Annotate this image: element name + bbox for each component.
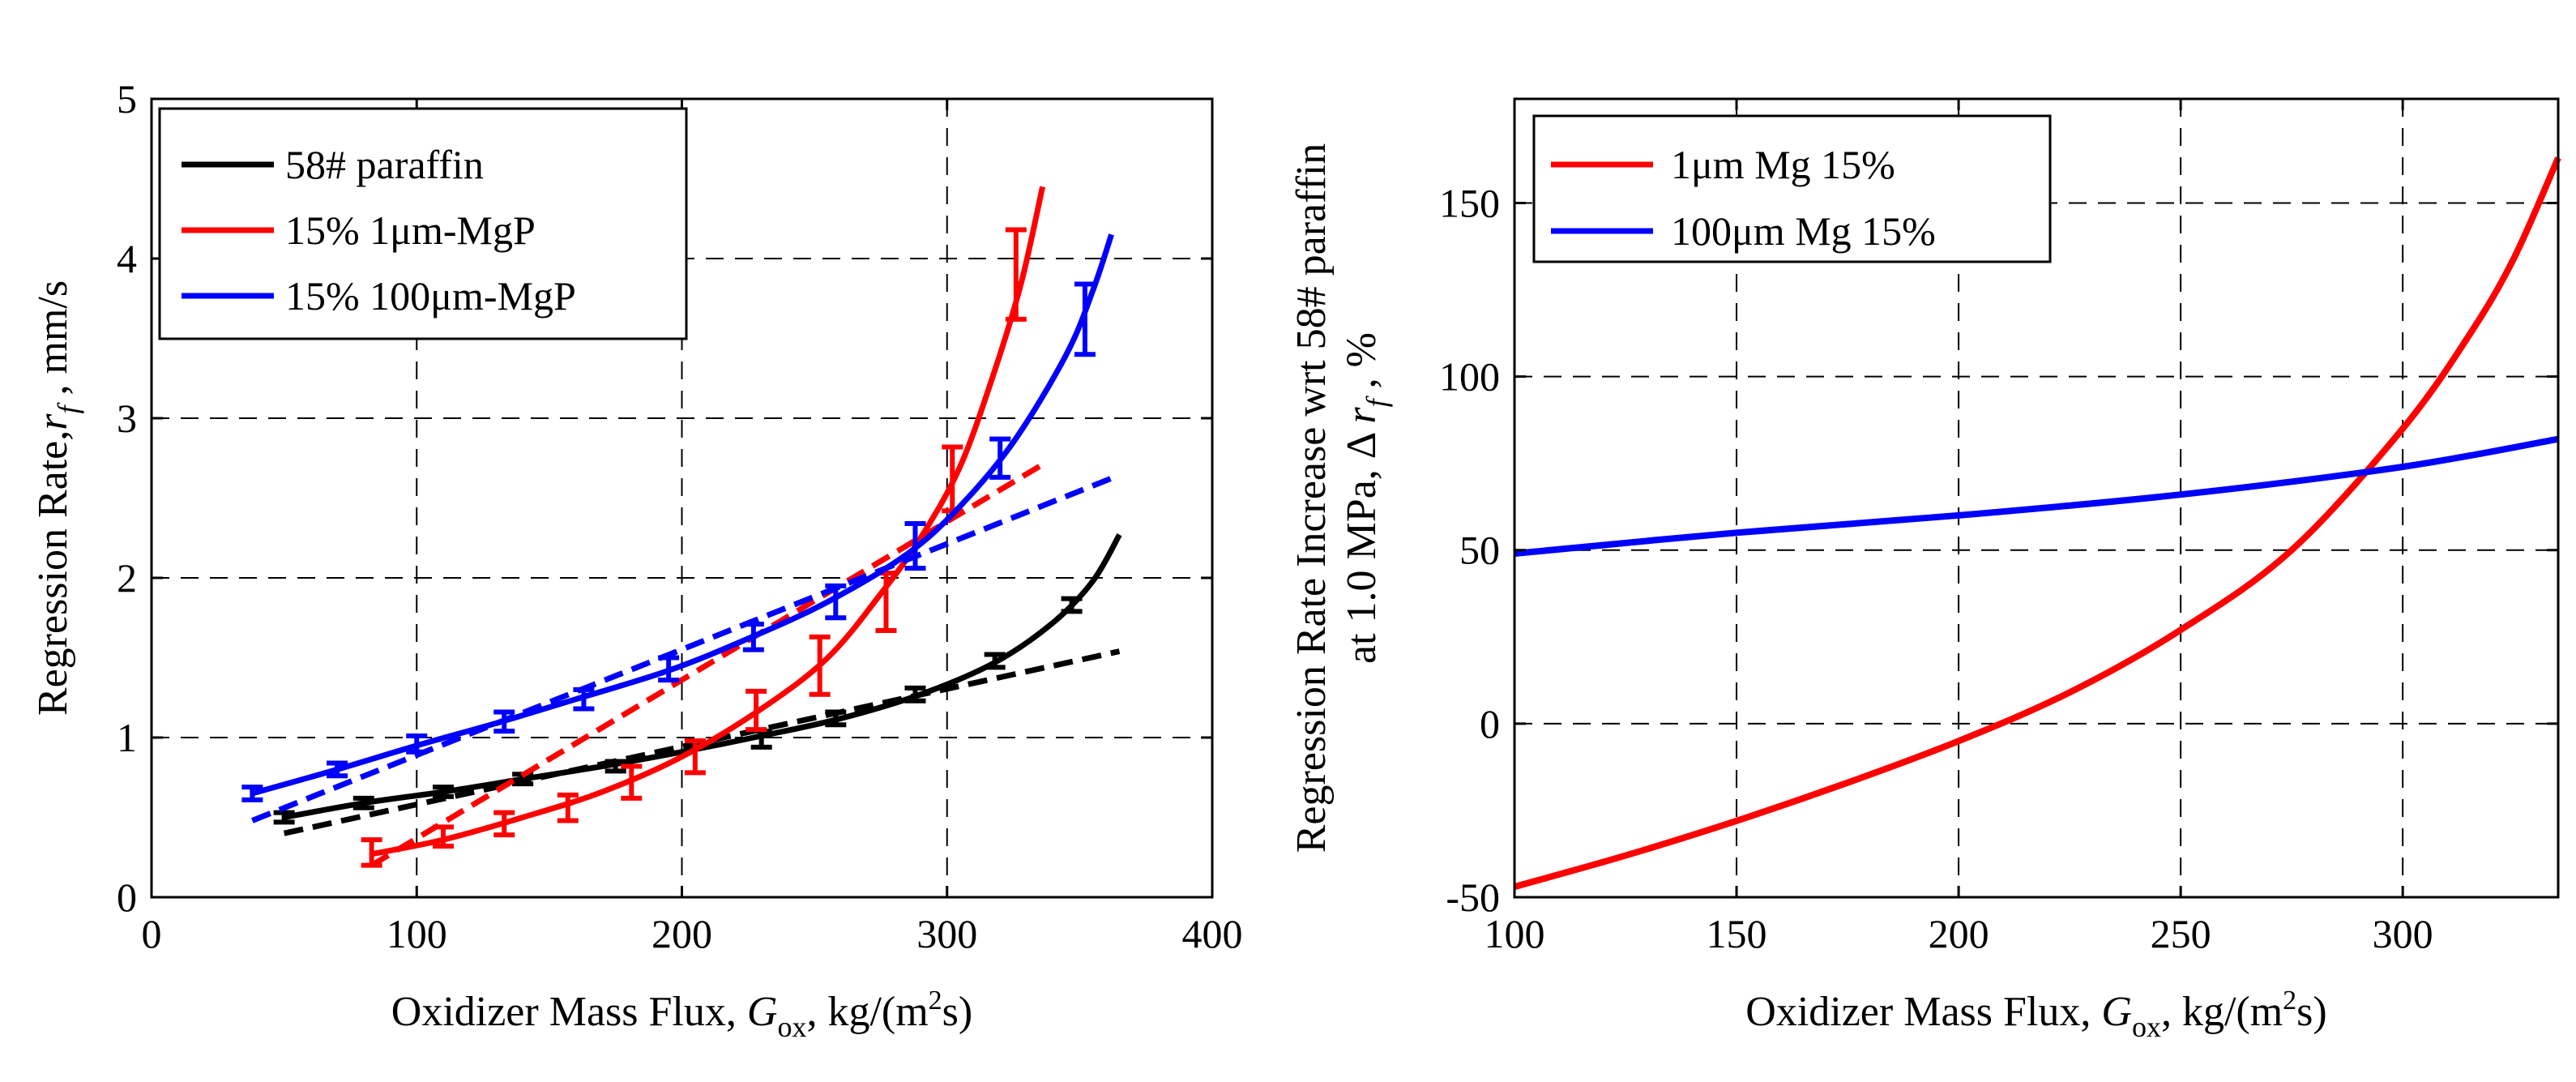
data-point-15-100-m-mgp-2	[406, 733, 428, 755]
curve-15-1-m-mgp	[370, 186, 1046, 857]
left-chart-ticks: 0 100 200 300 400 0 1 2 3 4 5	[117, 76, 1243, 956]
right-chart: 100 150 200 250 300 -50 0 50 100 150 Oxidizer Mas…	[1288, 97, 2561, 1043]
data-point-15-100-m-mgp-1	[327, 760, 348, 779]
x-tick-label-300: 300	[916, 911, 977, 956]
right-chart-legend: 1μm Mg 15% 100μm Mg 15%	[1532, 114, 2052, 263]
y-tick-label-100: 100	[1439, 354, 1500, 400]
data-point-15-1-m-mgp-3	[557, 792, 579, 823]
legend-entry-1um-mg: 1μm Mg 15%	[1671, 142, 1895, 187]
x-tick-label-0: 0	[142, 911, 162, 956]
y-tick-label-4: 4	[117, 236, 137, 281]
data-point-15-100-m-mgp-7	[825, 583, 847, 621]
left-chart-legend: 58# paraffin 15% 1μm-MgP 15% 100μm-MgP	[158, 107, 688, 340]
data-point-58-paraffin-2	[432, 785, 454, 799]
y-tick-label-0: 0	[117, 875, 137, 920]
data-point-15-100-m-mgp-6	[742, 622, 764, 652]
x-tick-label-100: 100	[1485, 911, 1545, 956]
data-point-15-1-m-mgp-2	[493, 810, 515, 838]
curve-15-100-m-mgp	[251, 233, 1114, 797]
data-point-15-100-m-mgp-3	[493, 709, 515, 734]
y-tick-label-1: 1	[117, 715, 137, 760]
left-chart-series	[241, 186, 1122, 868]
x-tick-label-300: 300	[2373, 911, 2433, 956]
data-point-15-1-m-mgp-5	[684, 738, 706, 776]
left-chart: 0 100 200 300 400 0 1 2 3 4 5 Oxidizer Mass Flux, …	[30, 76, 1243, 1043]
left-chart-x-axis-label: Oxidizer Mass Flux, Gox, kg/(m2s)	[391, 986, 972, 1043]
data-point-58-paraffin-8	[984, 652, 1006, 670]
x-tick-label-250: 250	[2151, 911, 2211, 956]
curve-100-m-mg-15	[1514, 435, 2559, 557]
curve-1-m-mg-15	[1513, 156, 2561, 891]
data-point-58-paraffin-4	[604, 759, 626, 774]
data-point-58-paraffin-0	[273, 810, 295, 825]
y-tick-label-2: 2	[117, 555, 137, 601]
right-chart-y-axis-label-line1: Regression Rate Increase wrt 58# paraffi…	[1288, 143, 1335, 853]
y-tick-label-50: 50	[1459, 528, 1500, 573]
left-chart-y-axis-label: Regression Rate,rf , mm/s	[30, 280, 84, 716]
fit-line-15-1-m-mgp	[370, 464, 1042, 868]
x-tick-label-150: 150	[1707, 911, 1767, 956]
data-point-15-1-m-mgp-10	[1005, 227, 1027, 322]
right-chart-series	[1513, 156, 2561, 891]
x-tick-label-200: 200	[651, 911, 712, 956]
right-chart-y-axis-label-line2: at 1.0 MPa, Δ rf , %	[1339, 332, 1393, 664]
x-tick-label-200: 200	[1929, 911, 1989, 956]
data-point-15-100-m-mgp-4	[573, 686, 595, 712]
legend-entry-58-paraffin: 58# paraffin	[285, 142, 484, 187]
data-point-58-paraffin-1	[352, 795, 374, 810]
right-chart-x-axis-label: Oxidizer Mass Flux, Gox, kg/(m2s)	[1745, 986, 2326, 1043]
y-tick-label-0: 0	[1480, 701, 1500, 746]
y-tick-label-5: 5	[117, 76, 137, 122]
data-point-15-100-m-mgp-8	[904, 521, 926, 571]
legend-entry-1um-mgp: 15% 1μm-MgP	[285, 207, 536, 253]
y-tick-label--50: -50	[1446, 875, 1500, 920]
data-point-15-1-m-mgp-1	[432, 824, 454, 849]
right-legend-box	[1532, 114, 2052, 263]
right-chart-frame	[1513, 97, 2560, 899]
fit-line-15-100-m-mgp	[251, 474, 1116, 823]
data-point-58-paraffin-9	[1061, 596, 1083, 614]
data-point-15-100-m-mgp-5	[658, 655, 680, 683]
y-tick-label-3: 3	[117, 396, 137, 441]
legend-entry-100um-mgp: 15% 100μm-MgP	[285, 273, 576, 319]
y-tick-label-150: 150	[1439, 180, 1500, 225]
data-point-15-100-m-mgp-0	[241, 785, 263, 802]
left-legend-box	[158, 107, 688, 340]
data-point-15-1-m-mgp-7	[809, 634, 831, 697]
data-point-15-1-m-mgp-6	[745, 688, 767, 733]
data-point-15-100-m-mgp-10	[1074, 281, 1096, 357]
x-tick-label-400: 400	[1182, 911, 1243, 956]
data-point-58-paraffin-7	[904, 685, 926, 704]
data-point-15-1-m-mgp-0	[361, 837, 382, 868]
data-point-15-1-m-mgp-4	[621, 763, 643, 801]
right-chart-ticks: 100 150 200 250 300 -50 0 50 100 150	[1439, 99, 2558, 956]
data-point-15-100-m-mgp-9	[989, 436, 1011, 480]
data-point-58-paraffin-6	[825, 709, 847, 728]
x-tick-label-100: 100	[387, 911, 447, 956]
legend-entry-100um-mg: 100μm Mg 15%	[1671, 208, 1936, 254]
